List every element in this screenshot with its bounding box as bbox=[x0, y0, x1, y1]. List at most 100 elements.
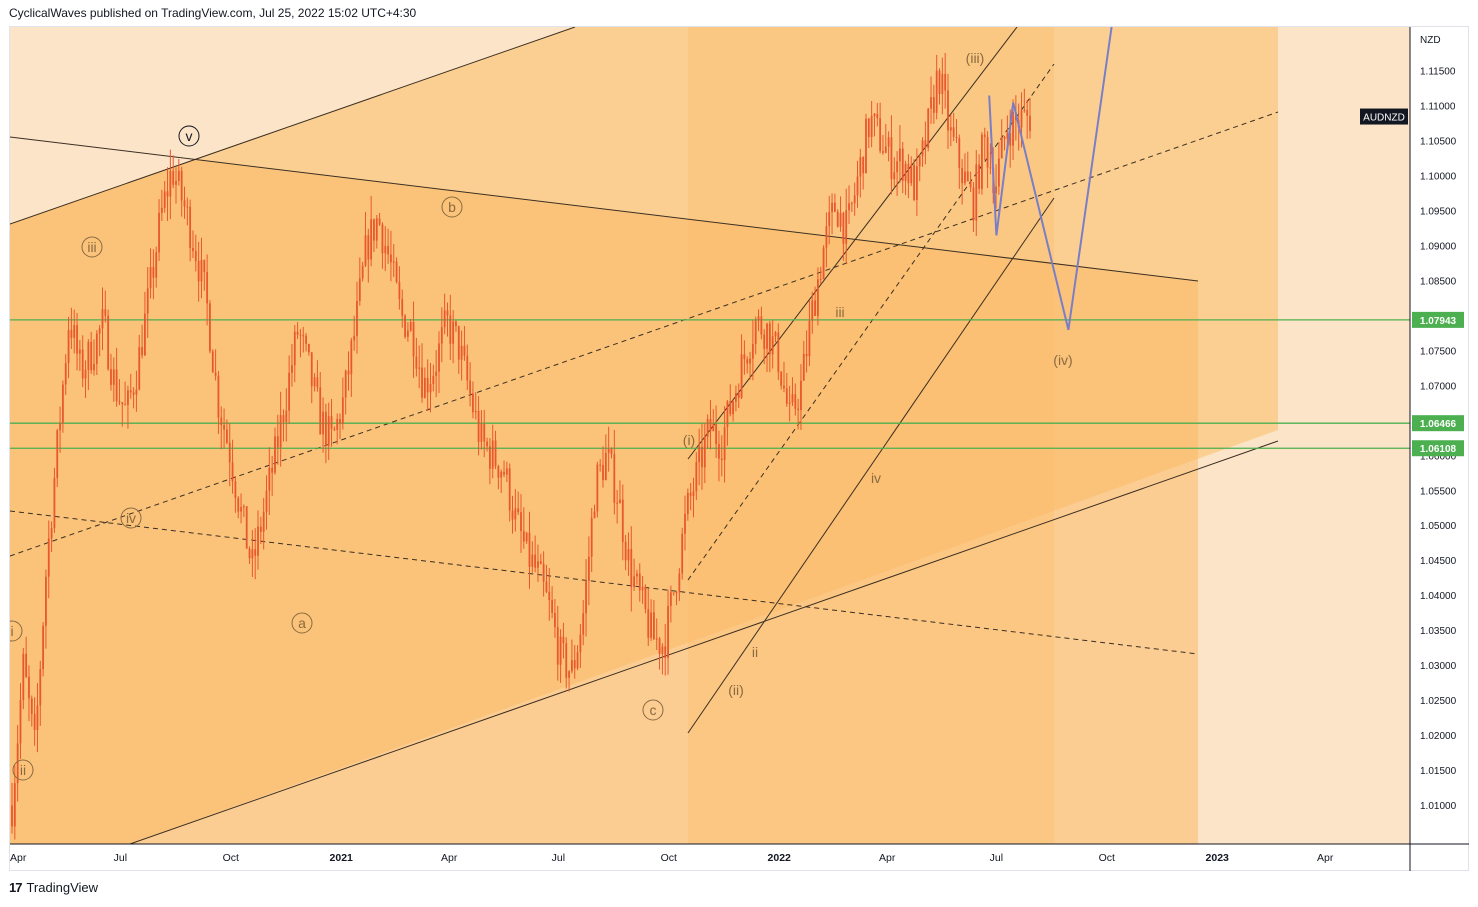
candle-body bbox=[525, 532, 528, 542]
candle-body bbox=[11, 805, 13, 827]
candle-body bbox=[746, 359, 749, 364]
wave-label-text: (iii) bbox=[966, 50, 985, 66]
candle-body bbox=[910, 164, 913, 184]
wave-label-text: ii bbox=[752, 644, 758, 660]
candle-body bbox=[356, 300, 358, 336]
candle-body bbox=[1009, 133, 1012, 146]
candle-body bbox=[720, 458, 723, 461]
candle-body bbox=[93, 363, 95, 371]
candle-body bbox=[172, 171, 175, 185]
candle-body bbox=[754, 320, 757, 345]
candle-body bbox=[115, 369, 118, 401]
candle-body bbox=[373, 219, 375, 241]
candle-body bbox=[924, 140, 927, 149]
time-tick-label: Jul bbox=[990, 852, 1003, 864]
candle-body bbox=[508, 468, 511, 511]
candle-body bbox=[915, 166, 918, 200]
candle-body bbox=[763, 334, 766, 349]
candle-body bbox=[291, 365, 293, 373]
candle-body bbox=[582, 613, 585, 635]
candle-body bbox=[958, 137, 961, 169]
candle-body bbox=[573, 660, 576, 669]
candle-body bbox=[831, 202, 833, 213]
candle-body bbox=[896, 161, 898, 173]
candle-body bbox=[514, 508, 517, 520]
time-tick-label: 2022 bbox=[768, 852, 792, 864]
candle-body bbox=[771, 336, 774, 355]
candle-body bbox=[585, 581, 587, 614]
candle-body bbox=[282, 415, 285, 422]
candle-body bbox=[384, 245, 387, 254]
wave-label: iii bbox=[81, 236, 103, 258]
candle-body bbox=[709, 418, 712, 432]
currency-label: NZD bbox=[1420, 35, 1441, 46]
candle-body bbox=[53, 478, 56, 529]
candle-body bbox=[927, 108, 930, 149]
candle-body bbox=[955, 136, 958, 138]
candle-body bbox=[313, 377, 316, 387]
candle-body bbox=[483, 423, 486, 442]
candle-body bbox=[904, 163, 907, 181]
candle-body bbox=[194, 250, 197, 261]
wave-label-text: v bbox=[186, 128, 193, 144]
candle-body bbox=[921, 140, 924, 156]
candle-body bbox=[452, 321, 455, 344]
candle-body bbox=[828, 212, 831, 227]
candle-body bbox=[183, 200, 186, 207]
candle-body bbox=[135, 389, 138, 395]
candle-body bbox=[124, 404, 127, 406]
candle-body bbox=[537, 561, 539, 568]
wave-label: a bbox=[291, 612, 313, 634]
price-tick-label: 1.02000 bbox=[1420, 731, 1457, 742]
candle-body bbox=[845, 210, 848, 244]
price-tick-label: 1.11500 bbox=[1420, 67, 1456, 78]
candle-body bbox=[158, 212, 160, 253]
price-tick-label: 1.03000 bbox=[1420, 661, 1457, 672]
candle-body bbox=[319, 387, 322, 435]
impulse-zone bbox=[688, 27, 1054, 844]
candle-body bbox=[494, 440, 497, 467]
candle-body bbox=[542, 563, 545, 582]
candle-body bbox=[986, 136, 989, 168]
price-level-label: 1.07943 bbox=[1420, 316, 1457, 327]
candle-body bbox=[491, 440, 494, 469]
candle-body bbox=[16, 743, 19, 784]
candle-body bbox=[324, 411, 327, 446]
candle-body bbox=[918, 155, 921, 167]
candle-body bbox=[658, 638, 661, 655]
candle-body bbox=[811, 300, 814, 321]
candle-body bbox=[95, 333, 98, 364]
price-tick-label: 1.11000 bbox=[1420, 102, 1456, 113]
candle-body bbox=[808, 320, 811, 357]
candle-body bbox=[36, 705, 39, 730]
candle-body bbox=[395, 261, 398, 283]
wave-label-text: (iv) bbox=[1053, 352, 1072, 368]
candle-body bbox=[938, 70, 941, 95]
candle-body bbox=[200, 260, 203, 282]
candle-body bbox=[177, 170, 180, 181]
candle-body bbox=[127, 390, 129, 405]
candle-body bbox=[848, 203, 850, 211]
projection-path bbox=[988, 27, 1113, 331]
candle-body bbox=[983, 134, 986, 137]
candle-body bbox=[305, 335, 307, 344]
candle-body bbox=[223, 425, 225, 430]
candle-body bbox=[548, 591, 551, 601]
price-tick-label: 1.01500 bbox=[1420, 766, 1457, 777]
candle-body bbox=[706, 418, 709, 437]
candle-body bbox=[636, 573, 638, 577]
candle-body bbox=[766, 323, 768, 349]
time-tick-label: Apr bbox=[879, 852, 896, 864]
candle-body bbox=[695, 462, 698, 492]
candle-body bbox=[698, 446, 701, 463]
candle-body bbox=[429, 384, 432, 393]
candle-body bbox=[887, 137, 890, 147]
candle-body bbox=[274, 436, 276, 473]
candle-body bbox=[30, 698, 33, 715]
candle-body bbox=[59, 422, 61, 431]
channel-lower-line bbox=[129, 440, 1279, 844]
candle-body bbox=[893, 172, 896, 180]
wave-label-ring bbox=[81, 236, 103, 258]
candle-body bbox=[743, 354, 746, 360]
